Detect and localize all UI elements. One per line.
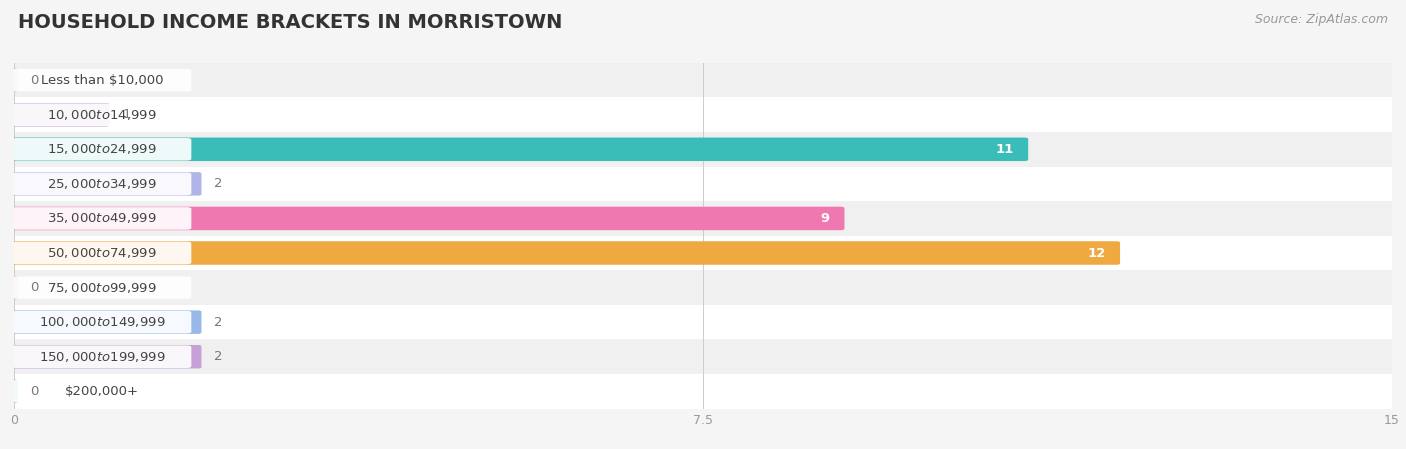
Text: Source: ZipAtlas.com: Source: ZipAtlas.com bbox=[1254, 13, 1388, 26]
FancyBboxPatch shape bbox=[13, 311, 191, 334]
Text: 9: 9 bbox=[821, 212, 830, 225]
FancyBboxPatch shape bbox=[13, 69, 191, 92]
FancyBboxPatch shape bbox=[14, 201, 1392, 236]
FancyBboxPatch shape bbox=[13, 172, 191, 195]
Text: $15,000 to $24,999: $15,000 to $24,999 bbox=[46, 142, 156, 156]
FancyBboxPatch shape bbox=[14, 97, 1392, 132]
FancyBboxPatch shape bbox=[10, 345, 201, 369]
FancyBboxPatch shape bbox=[10, 379, 18, 403]
FancyBboxPatch shape bbox=[10, 68, 18, 92]
Text: 0: 0 bbox=[31, 74, 39, 87]
FancyBboxPatch shape bbox=[14, 132, 1392, 167]
FancyBboxPatch shape bbox=[13, 138, 191, 161]
FancyBboxPatch shape bbox=[13, 242, 191, 264]
FancyBboxPatch shape bbox=[10, 103, 110, 127]
Text: 12: 12 bbox=[1087, 247, 1105, 260]
Text: 2: 2 bbox=[214, 177, 222, 190]
FancyBboxPatch shape bbox=[14, 339, 1392, 374]
Text: 0: 0 bbox=[31, 281, 39, 294]
FancyBboxPatch shape bbox=[14, 167, 1392, 201]
FancyBboxPatch shape bbox=[14, 305, 1392, 339]
FancyBboxPatch shape bbox=[13, 207, 191, 230]
Text: HOUSEHOLD INCOME BRACKETS IN MORRISTOWN: HOUSEHOLD INCOME BRACKETS IN MORRISTOWN bbox=[18, 13, 562, 32]
Text: $150,000 to $199,999: $150,000 to $199,999 bbox=[38, 350, 165, 364]
FancyBboxPatch shape bbox=[10, 276, 18, 299]
Text: $75,000 to $99,999: $75,000 to $99,999 bbox=[46, 281, 156, 295]
Text: $50,000 to $74,999: $50,000 to $74,999 bbox=[46, 246, 156, 260]
Text: 11: 11 bbox=[995, 143, 1014, 156]
Text: 0: 0 bbox=[31, 385, 39, 398]
FancyBboxPatch shape bbox=[10, 172, 201, 196]
Text: $200,000+: $200,000+ bbox=[65, 385, 139, 398]
FancyBboxPatch shape bbox=[13, 380, 191, 403]
FancyBboxPatch shape bbox=[10, 137, 1028, 161]
FancyBboxPatch shape bbox=[13, 345, 191, 368]
Text: $35,000 to $49,999: $35,000 to $49,999 bbox=[46, 211, 156, 225]
FancyBboxPatch shape bbox=[14, 63, 1392, 97]
Text: 2: 2 bbox=[214, 350, 222, 363]
FancyBboxPatch shape bbox=[14, 270, 1392, 305]
Text: $100,000 to $149,999: $100,000 to $149,999 bbox=[38, 315, 165, 329]
Text: $25,000 to $34,999: $25,000 to $34,999 bbox=[46, 177, 156, 191]
FancyBboxPatch shape bbox=[13, 103, 191, 126]
FancyBboxPatch shape bbox=[14, 374, 1392, 409]
FancyBboxPatch shape bbox=[10, 310, 201, 334]
FancyBboxPatch shape bbox=[14, 236, 1392, 270]
Text: Less than $10,000: Less than $10,000 bbox=[41, 74, 163, 87]
FancyBboxPatch shape bbox=[13, 276, 191, 299]
FancyBboxPatch shape bbox=[10, 241, 1121, 265]
Text: $10,000 to $14,999: $10,000 to $14,999 bbox=[46, 108, 156, 122]
Text: 2: 2 bbox=[214, 316, 222, 329]
Text: 1: 1 bbox=[122, 108, 131, 121]
FancyBboxPatch shape bbox=[10, 207, 845, 230]
